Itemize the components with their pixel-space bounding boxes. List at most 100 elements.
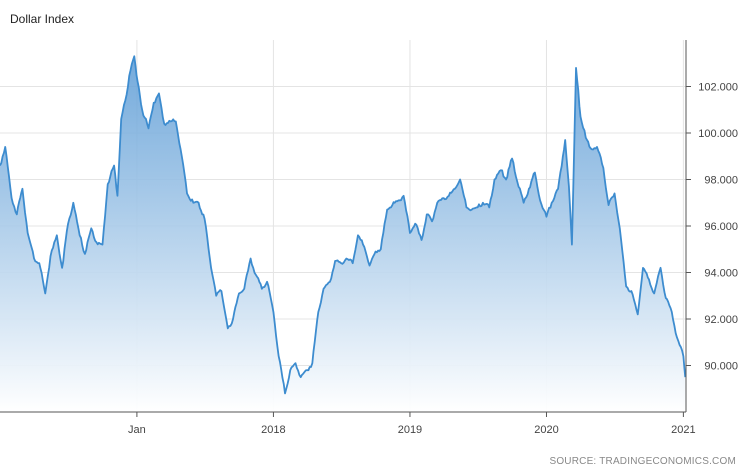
data-point (61, 267, 62, 268)
data-point (117, 195, 118, 196)
data-point (352, 263, 353, 264)
data-point (278, 356, 279, 357)
data-point (380, 249, 381, 250)
data-point (631, 291, 632, 292)
data-point (437, 202, 438, 203)
data-point (608, 204, 609, 205)
data-point (683, 356, 684, 357)
data-point (56, 235, 57, 236)
data-point (230, 325, 231, 326)
data-point (329, 281, 330, 282)
data-point (415, 223, 416, 224)
data-point (175, 121, 176, 122)
data-point (27, 232, 28, 233)
data-point (73, 202, 74, 203)
data-point (505, 179, 506, 180)
y-tick-label: 102.000 (698, 82, 738, 94)
data-point (16, 214, 17, 215)
data-point (568, 186, 569, 187)
data-point (431, 221, 432, 222)
data-point (540, 200, 541, 201)
data-point (459, 179, 460, 180)
data-point (341, 263, 342, 264)
data-point (660, 267, 661, 268)
data-point (471, 209, 472, 210)
axis-layer (0, 40, 691, 417)
x-tick-label: Jan (128, 424, 146, 436)
data-point (477, 207, 478, 208)
data-point (227, 328, 228, 329)
data-point (96, 242, 97, 243)
data-point (546, 216, 547, 217)
data-point (637, 314, 638, 315)
y-tick-label: 100.000 (698, 128, 738, 140)
data-point (39, 263, 40, 264)
data-point (489, 207, 490, 208)
data-point (614, 193, 615, 194)
data-point (409, 232, 410, 233)
y-tick-label: 92.000 (704, 314, 738, 326)
data-point (125, 100, 126, 101)
data-point (619, 228, 620, 229)
data-point (107, 184, 108, 185)
data-point (244, 288, 245, 289)
data-point (335, 260, 336, 261)
data-point (523, 202, 524, 203)
data-point (323, 288, 324, 289)
data-point (421, 239, 422, 240)
data-point (193, 202, 194, 203)
data-point (266, 281, 267, 282)
data-point (557, 188, 558, 189)
data-point (571, 244, 572, 245)
data-point (148, 128, 149, 129)
data-point (306, 370, 307, 371)
data-point (45, 293, 46, 294)
data-point (113, 165, 114, 166)
data-point (67, 223, 68, 224)
data-point (221, 291, 222, 292)
data-point (91, 228, 92, 229)
data-point (534, 172, 535, 173)
data-point (33, 258, 34, 259)
data-point (387, 209, 388, 210)
y-tick-labels: 90.000 92.000 94.000 96.000 98.000 100.000 102… (698, 82, 738, 373)
data-point (164, 123, 165, 124)
data-point (642, 267, 643, 268)
data-point (318, 311, 319, 312)
data-point (517, 181, 518, 182)
data-point (346, 258, 347, 259)
series-area (0, 56, 686, 412)
data-point (551, 202, 552, 203)
data-point (130, 70, 131, 71)
source-note: SOURCE: TRADINGECONOMICS.COM (549, 456, 736, 467)
data-point (121, 118, 122, 119)
data-point (238, 293, 239, 294)
data-point (665, 297, 666, 298)
data-point (369, 265, 370, 266)
data-point (591, 149, 592, 150)
data-point (232, 318, 233, 319)
data-point (295, 363, 296, 364)
data-point (204, 218, 205, 219)
x-tick-label: 2019 (398, 424, 422, 436)
data-point (494, 179, 495, 180)
x-tick-label: 2020 (534, 424, 558, 436)
data-point (142, 109, 143, 110)
data-point (676, 337, 677, 338)
data-point (137, 81, 138, 82)
data-point (528, 188, 529, 189)
data-point (357, 235, 358, 236)
area-layer (0, 56, 686, 412)
data-point (216, 295, 217, 296)
data-point (671, 311, 672, 312)
data-point (170, 121, 171, 122)
data-point (181, 156, 182, 157)
data-point (426, 214, 427, 215)
data-point (11, 198, 12, 199)
data-point (186, 193, 187, 194)
data-point (375, 251, 376, 252)
x-tick-labels: Jan 2018 2019 2020 2021 (128, 424, 696, 436)
data-point (585, 137, 586, 138)
